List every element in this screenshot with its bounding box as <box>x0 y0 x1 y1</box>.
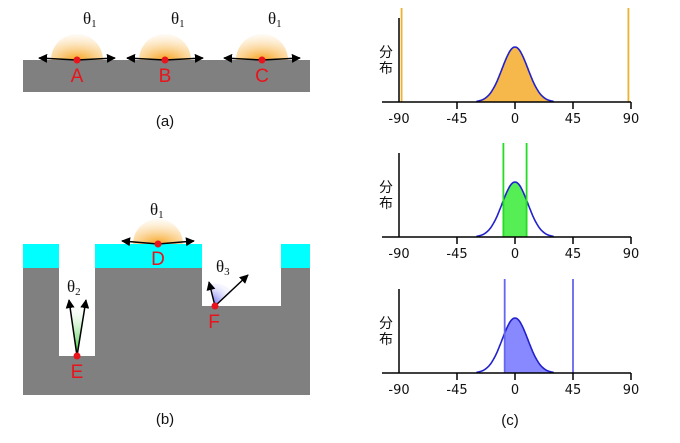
y-axis-label: 分布 <box>379 180 393 212</box>
emission-site: Aθ1 <box>38 9 116 87</box>
label-d: D <box>151 249 165 270</box>
theta-d: θ1 <box>150 200 164 221</box>
theta-label: θ1 <box>268 9 282 30</box>
point-d <box>154 240 162 248</box>
emission-cone-green <box>70 302 86 356</box>
label-e: E <box>71 362 84 383</box>
emission-cone-orange <box>133 219 183 244</box>
arrow <box>76 53 116 63</box>
x-tick-label: -45 <box>446 112 467 127</box>
point-label: A <box>71 66 84 87</box>
point-e <box>73 352 81 360</box>
arrow <box>121 237 159 247</box>
y-axis-label: 分布 <box>379 45 393 77</box>
x-tick-label: 45 <box>565 247 582 262</box>
substrate <box>23 60 310 92</box>
mask-layer <box>95 244 202 268</box>
emission-cone-orange <box>51 34 103 60</box>
x-tick-label: 45 <box>565 112 582 127</box>
x-tick-label: 0 <box>511 383 519 398</box>
arrow <box>261 53 301 63</box>
x-tick-label: -90 <box>388 247 409 262</box>
panel-c: -90 -45 0 45 90 分布 -90 -45 0 45 90 分布 -90 -45 0 45 90 分布 <box>379 8 639 398</box>
x-tick-label: 0 <box>511 247 519 262</box>
distribution-chart: -90 -45 0 45 90 分布 <box>379 8 639 127</box>
gaussian-curve <box>476 46 554 103</box>
point-f <box>211 302 219 310</box>
arrow <box>76 299 90 357</box>
caption-c: (c) <box>501 412 519 429</box>
gaussian-curve <box>476 317 554 374</box>
emission-site: Bθ1 <box>126 9 204 87</box>
distribution-chart: -90 -45 0 45 90 分布 <box>379 279 639 398</box>
x-tick-label: 90 <box>623 383 640 398</box>
arrow <box>38 53 78 63</box>
panel-b: D θ1 E θ2 F θ3 (b) <box>23 200 310 428</box>
x-tick-label: 0 <box>511 112 519 127</box>
filled-area <box>503 182 527 237</box>
point-c <box>258 56 266 64</box>
x-tick-label: 90 <box>623 247 640 262</box>
x-tick-label: 45 <box>565 383 582 398</box>
arrow <box>164 53 204 63</box>
caption-b: (b) <box>156 411 174 428</box>
emission-cone-purple <box>210 283 232 306</box>
emission-site: Cθ1 <box>223 9 301 87</box>
x-tick-label: -90 <box>388 112 409 127</box>
gaussian-curve <box>476 181 554 238</box>
arrow <box>126 53 166 63</box>
x-tick-label: -45 <box>446 247 467 262</box>
mask-layer <box>23 244 59 268</box>
theta-e: θ2 <box>67 277 81 298</box>
emission-cone-orange <box>139 34 191 60</box>
substrate-trenched <box>23 268 310 395</box>
theta-label: θ1 <box>83 9 97 30</box>
filled-area <box>463 47 567 102</box>
point-label: B <box>159 66 172 87</box>
filled-area <box>504 318 567 373</box>
emission-cone-orange <box>236 34 288 60</box>
y-axis-label: 分布 <box>379 316 393 348</box>
point-a <box>73 56 81 64</box>
arrow <box>214 274 249 307</box>
arrow <box>65 299 78 357</box>
x-tick-label: -45 <box>446 383 467 398</box>
point-b <box>161 56 169 64</box>
caption-a: (a) <box>156 113 174 130</box>
x-tick-label: -90 <box>388 383 409 398</box>
theta-label: θ1 <box>171 9 185 30</box>
arrow <box>223 53 263 63</box>
distribution-chart: -90 -45 0 45 90 分布 <box>379 143 639 262</box>
x-tick-label: 90 <box>623 112 640 127</box>
arrow <box>206 281 216 307</box>
point-label: C <box>255 66 269 87</box>
arrow <box>157 237 195 247</box>
label-f: F <box>208 312 220 333</box>
mask-layer <box>281 244 310 268</box>
theta-f: θ3 <box>216 257 230 278</box>
